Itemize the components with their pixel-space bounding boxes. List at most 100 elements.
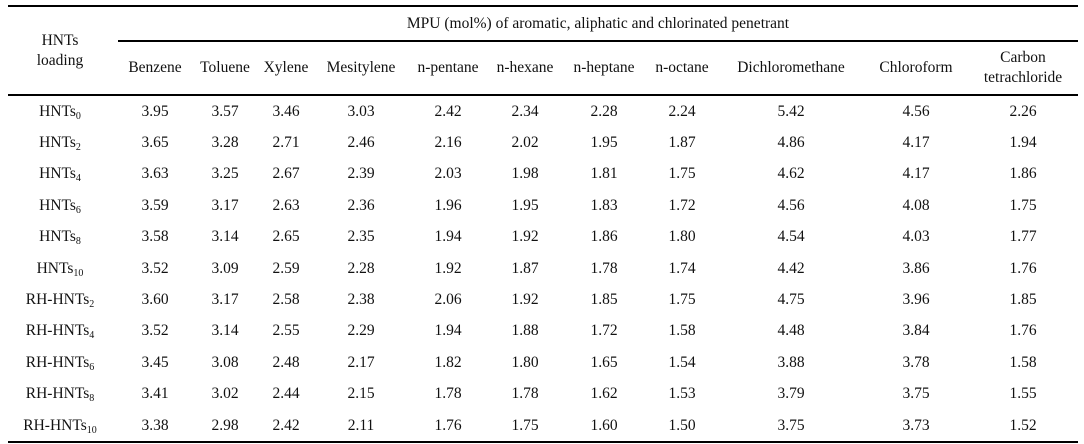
table-cell: 3.14 [211, 322, 239, 340]
table-cell: 1.78 [434, 385, 462, 403]
table-row: RH-HNTs10 3.38 2.98 2.42 2.11 1.76 1.75 1.60 1.5… [8, 409, 1078, 444]
table-cell: 2.36 [347, 196, 375, 214]
table-cell: 1.88 [511, 322, 539, 340]
table-cell: 4.62 [777, 165, 805, 183]
row-label: HNTs2 [8, 127, 112, 158]
table-cell: 2.59 [272, 259, 300, 277]
table-cell: 4.56 [902, 102, 930, 120]
table-cell: 1.74 [668, 259, 696, 277]
table-row: HNTs8 3.58 3.14 2.65 2.35 1.94 1.92 1.86 1.80 4.5… [8, 222, 1078, 253]
table-cell: 1.86 [1009, 165, 1037, 183]
row-header-line-1: HNTs [41, 31, 79, 49]
table-cell: 3.25 [211, 165, 239, 183]
header-row-group: HNTs loading MPU (mol%) of aromatic, ali… [8, 5, 1078, 96]
table-cell: 3.28 [211, 134, 239, 152]
row-label-subscript: 2 [89, 299, 95, 311]
table-row: HNTs10 3.52 3.09 2.59 2.28 1.92 1.87 1.78 1.74 4.… [8, 253, 1078, 284]
row-header-line-2: loading [36, 51, 84, 69]
table-cell: 1.65 [590, 353, 618, 371]
table-cell: 1.75 [488, 409, 562, 444]
table-row: HNTs4 3.63 3.25 2.67 2.39 2.03 1.98 1.81 1.75 4.6… [8, 159, 1078, 190]
table-cell: 4.56 [777, 196, 805, 214]
table-cell: 1.85 [590, 291, 618, 309]
table-cell: 2.34 [511, 102, 539, 120]
table-cell: 1.94 [434, 228, 462, 246]
row-label-subscript: 10 [73, 267, 84, 279]
table-cell: 2.16 [434, 134, 462, 152]
table-cell: 2.06 [434, 291, 462, 309]
column-header-label: Dichloromethane [737, 59, 845, 76]
table-cell: 1.62 [590, 385, 618, 403]
row-label-subscript: 4 [75, 173, 81, 185]
table-cell: 3.96 [902, 291, 930, 309]
column-header-label-line-2: tetrachloride [983, 69, 1063, 86]
table-cell: 1.72 [668, 196, 696, 214]
table-cell: 2.26 [1009, 102, 1037, 120]
table-cell: 1.58 [1009, 353, 1037, 371]
table-row: RH-HNTs2 3.60 3.17 2.58 2.38 2.06 1.92 1.85 1.75… [8, 284, 1078, 315]
table-cell: 3.84 [902, 322, 930, 340]
table-cell: 2.28 [590, 102, 618, 120]
table-cell: 1.58 [668, 322, 696, 340]
table-cell: 2.11 [314, 409, 408, 444]
table-cell: 3.14 [211, 228, 239, 246]
table-cell: 3.45 [141, 353, 169, 371]
table-cell: 3.79 [777, 385, 805, 403]
row-label-prefix: RH-HNTs [23, 416, 87, 434]
table-cell: 2.44 [272, 385, 300, 403]
row-label-prefix: HNTs [39, 228, 76, 246]
table-cell: 2.39 [347, 165, 375, 183]
table-row: RH-HNTs8 3.41 3.02 2.44 2.15 1.78 1.78 1.62 1.53… [8, 379, 1078, 410]
table-cell: 2.24 [668, 102, 696, 120]
row-label-subscript: 8 [75, 236, 81, 248]
column-header: Benzene [118, 41, 192, 96]
row-label: RH-HNTs10 [8, 409, 112, 444]
column-header: Mesitylene [314, 41, 408, 96]
row-label-subscript: 0 [75, 110, 81, 122]
table-cell: 4.17 [902, 165, 930, 183]
table-cell: 1.87 [511, 259, 539, 277]
table-cell: 3.73 [864, 409, 968, 444]
table-cell: 2.58 [272, 291, 300, 309]
table-cell: 3.09 [211, 259, 239, 277]
table-cell: 3.63 [141, 165, 169, 183]
table-cell: 1.76 [1009, 259, 1037, 277]
table-cell: 1.52 [968, 409, 1078, 444]
column-header: n-hexane [488, 41, 562, 96]
table-cell: 3.75 [902, 385, 930, 403]
column-header-label: Mesitylene [326, 59, 396, 76]
row-label: HNTs10 [8, 253, 112, 284]
table-cell: 1.75 [668, 291, 696, 309]
table-cell: 1.78 [590, 259, 618, 277]
row-label-prefix: HNTs [36, 259, 74, 277]
row-label: HNTs8 [8, 222, 112, 253]
table-cell: 4.08 [902, 196, 930, 214]
row-label: HNTs0 [8, 95, 112, 127]
table-cell: 1.92 [511, 291, 539, 309]
group-header: MPU (mol%) of aromatic, aliphatic and ch… [118, 5, 1078, 42]
column-header-label: Xylene [263, 59, 309, 76]
table-cell: 1.80 [511, 353, 539, 371]
table-cell: 4.48 [777, 322, 805, 340]
row-label-prefix: HNTs [39, 134, 76, 152]
row-label: HNTs4 [8, 159, 112, 190]
row-spacer [112, 409, 118, 444]
table-cell: 3.03 [347, 102, 375, 120]
table-cell: 2.38 [347, 291, 375, 309]
table-row: HNTs6 3.59 3.17 2.63 2.36 1.96 1.95 1.83 1.72 4.5… [8, 190, 1078, 221]
table-cell: 3.60 [141, 291, 169, 309]
table-cell: 5.42 [777, 102, 805, 120]
table-cell: 1.55 [1009, 385, 1037, 403]
table-cell: 1.94 [1009, 134, 1037, 152]
column-header: n-octane [646, 41, 718, 96]
table-cell: 2.67 [272, 165, 300, 183]
table-cell: 3.41 [141, 385, 169, 403]
column-header: Dichloromethane [718, 41, 864, 96]
table-cell: 2.71 [272, 134, 300, 152]
table-cell: 2.15 [347, 385, 375, 403]
table-cell: 3.88 [777, 353, 805, 371]
column-header: Carbon tetrachloride [968, 41, 1078, 96]
row-label-subscript: 10 [86, 424, 97, 436]
table-cell: 2.46 [347, 134, 375, 152]
